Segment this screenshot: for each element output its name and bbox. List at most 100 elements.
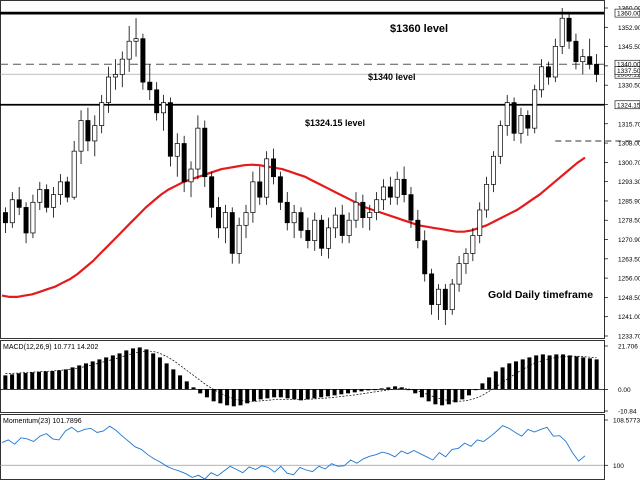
candle-body [518,115,524,134]
macd-bar [157,357,162,390]
price-panel [0,0,605,339]
candle [594,54,600,83]
macd-bar [359,389,364,392]
candle-body [161,102,167,114]
candle [525,110,531,136]
macd-bar [547,355,552,390]
candle [140,33,146,90]
candle-body [209,176,215,208]
candle-body [587,56,593,65]
candle [566,13,572,49]
candle [71,140,77,200]
macd-bar [567,355,572,390]
candle-body [532,89,538,129]
macd-bar [292,389,297,400]
candle-body [408,194,414,221]
momentum-series [1,425,586,480]
macd-histogram [0,347,604,407]
price-tag [614,8,640,18]
candle [312,212,318,251]
candle-body [64,181,70,198]
macd-bar [198,389,203,394]
macd-bar [90,361,95,390]
macd-label: MACD(12,26,9) 10.771 14.202 [3,344,98,351]
momentum-tick-label: 108.5773 [613,418,640,425]
price-tag-label: 1324.15 [617,102,640,109]
candle [284,192,290,231]
price-axis: 1360.001352.901345.501338.301330.501323.… [604,6,640,341]
macd-bar [184,381,189,390]
candle [64,176,70,203]
candle [381,179,386,210]
macd-bar [104,357,109,390]
price-tick-label: 1248.50 [618,295,640,302]
macd-bar [554,354,559,390]
macd-bar [540,354,545,390]
candle [484,176,490,218]
candle [161,94,167,131]
candle [23,202,29,244]
candle [202,120,208,187]
momentum-line [0,425,604,480]
macd-bar [594,359,599,390]
macd-bar [131,348,136,390]
candle [112,59,118,90]
candle [85,107,91,152]
macd-bar [117,353,122,390]
candle [353,192,359,228]
candle [277,171,283,210]
macd-bar [581,357,586,390]
candle-body [154,89,160,114]
candle-body [573,40,579,63]
macd-bar [366,389,371,391]
candle-body [92,125,98,142]
candle [387,176,393,205]
candle [147,64,153,101]
price-tag [614,66,640,75]
macd-bar [50,370,55,390]
ma-line [1,156,586,298]
macd-bar [393,386,398,390]
macd-bar [110,355,115,390]
candle-body [85,120,91,142]
candle [429,268,435,315]
macd-bar [574,356,579,390]
macd-bar [36,371,41,390]
macd-bar [124,350,129,390]
candle-body [216,207,221,229]
candle [545,61,551,85]
candle-body [305,230,311,241]
macd-bar [225,389,230,406]
macd-bar [460,389,465,400]
candle-body [284,201,290,224]
candle [326,217,331,259]
macd-bar [312,389,317,399]
macd-bar [164,363,169,390]
candle-body [202,127,208,178]
price-tag [614,100,640,110]
candle [470,227,476,262]
level-1324-label: $1324.15 level [305,118,365,128]
candle [456,255,462,292]
candle [106,66,112,113]
macd-bar [77,365,82,390]
macd-bar [191,387,196,390]
candle [271,148,276,185]
price-tick-label: 1233.70 [618,334,640,341]
candle [92,115,98,157]
candle [16,186,22,216]
candle [257,166,263,205]
macd-bar [23,372,28,390]
candle-body [112,74,118,78]
candle-body [106,76,112,103]
candle [490,151,496,193]
candle-body [559,17,565,47]
moving-average [1,156,586,298]
price-tick-label: 1345.50 [618,44,640,51]
candle-body [566,17,572,42]
momentum-tick-label: 100 [613,463,624,470]
macd-bar [83,363,89,390]
candle [44,184,50,213]
momentum-axis: 108.5773 100 [604,418,640,470]
